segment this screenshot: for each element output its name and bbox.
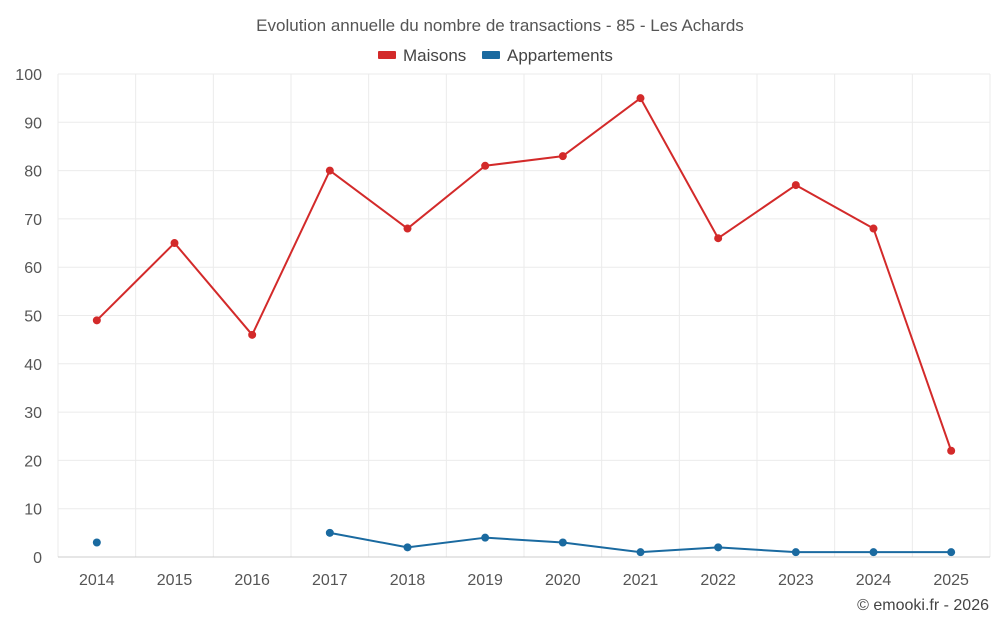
- legend-swatch-appartements: [482, 51, 500, 59]
- data-point-appartements[interactable]: [636, 548, 645, 557]
- data-point-appartements[interactable]: [481, 533, 490, 542]
- x-tick-label: 2020: [545, 572, 581, 589]
- y-tick-label: 20: [24, 453, 42, 470]
- data-point-maisons[interactable]: [869, 224, 878, 233]
- legend-label-appartements: Appartements: [507, 46, 613, 65]
- data-point-maisons[interactable]: [248, 330, 257, 339]
- series-maisons: [92, 94, 956, 455]
- y-tick-label: 0: [33, 550, 42, 567]
- data-point-maisons[interactable]: [170, 239, 179, 248]
- x-tick-label: 2014: [79, 572, 115, 589]
- data-point-appartements[interactable]: [325, 528, 334, 537]
- series-line-maisons: [96, 97, 953, 452]
- x-tick-label: 2024: [856, 572, 892, 589]
- series: [92, 94, 956, 557]
- chart-title: Evolution annuelle du nombre de transact…: [256, 16, 744, 35]
- data-point-maisons[interactable]: [403, 224, 412, 233]
- legend-label-maisons: Maisons: [403, 46, 466, 65]
- data-point-maisons[interactable]: [481, 161, 490, 170]
- data-point-maisons[interactable]: [558, 152, 567, 161]
- data-point-maisons[interactable]: [791, 181, 800, 190]
- data-point-appartements[interactable]: [92, 538, 101, 547]
- grid: [57, 73, 991, 558]
- x-tick-label: 2025: [933, 572, 969, 589]
- data-point-appartements[interactable]: [947, 548, 956, 557]
- y-tick-label: 60: [24, 260, 42, 277]
- series-appartements: [92, 528, 956, 557]
- legend-item-appartements[interactable]: Appartements: [482, 46, 613, 65]
- data-point-maisons[interactable]: [714, 234, 723, 243]
- x-tick-label: 2015: [157, 572, 193, 589]
- y-tick-label: 80: [24, 164, 42, 181]
- data-point-appartements[interactable]: [558, 538, 567, 547]
- legend-item-maisons[interactable]: Maisons: [378, 46, 466, 65]
- data-point-appartements[interactable]: [714, 543, 723, 552]
- y-tick-label: 40: [24, 357, 42, 374]
- data-point-appartements[interactable]: [403, 543, 412, 552]
- y-tick-label: 10: [24, 502, 42, 519]
- legend: Maisons Appartements: [378, 46, 613, 65]
- legend-swatch-maisons: [378, 51, 396, 59]
- data-point-maisons[interactable]: [92, 316, 101, 325]
- data-point-appartements[interactable]: [791, 548, 800, 557]
- x-tick-label: 2019: [467, 572, 503, 589]
- data-point-maisons[interactable]: [947, 446, 956, 455]
- x-tick-label: 2016: [234, 572, 270, 589]
- x-tick-label: 2021: [623, 572, 659, 589]
- y-tick-label: 50: [24, 309, 42, 326]
- data-point-maisons[interactable]: [636, 94, 645, 103]
- x-tick-label: 2023: [778, 572, 814, 589]
- y-axis-ticks: 0 10 20 30 40 50 60 70 80 90 100: [15, 67, 42, 567]
- y-tick-label: 30: [24, 405, 42, 422]
- y-tick-label: 90: [24, 115, 42, 132]
- x-tick-label: 2018: [390, 572, 426, 589]
- credit-text: © emooki.fr - 2026: [857, 597, 989, 614]
- y-tick-label: 100: [15, 67, 42, 84]
- data-point-maisons[interactable]: [325, 166, 334, 175]
- x-axis-ticks: 2014 2015 2016 2017 2018 2019 2020 2021 2022 2023…: [79, 572, 969, 589]
- y-tick-label: 70: [24, 212, 42, 229]
- data-point-appartements[interactable]: [869, 548, 878, 557]
- x-tick-label: 2017: [312, 572, 348, 589]
- x-tick-label: 2022: [700, 572, 736, 589]
